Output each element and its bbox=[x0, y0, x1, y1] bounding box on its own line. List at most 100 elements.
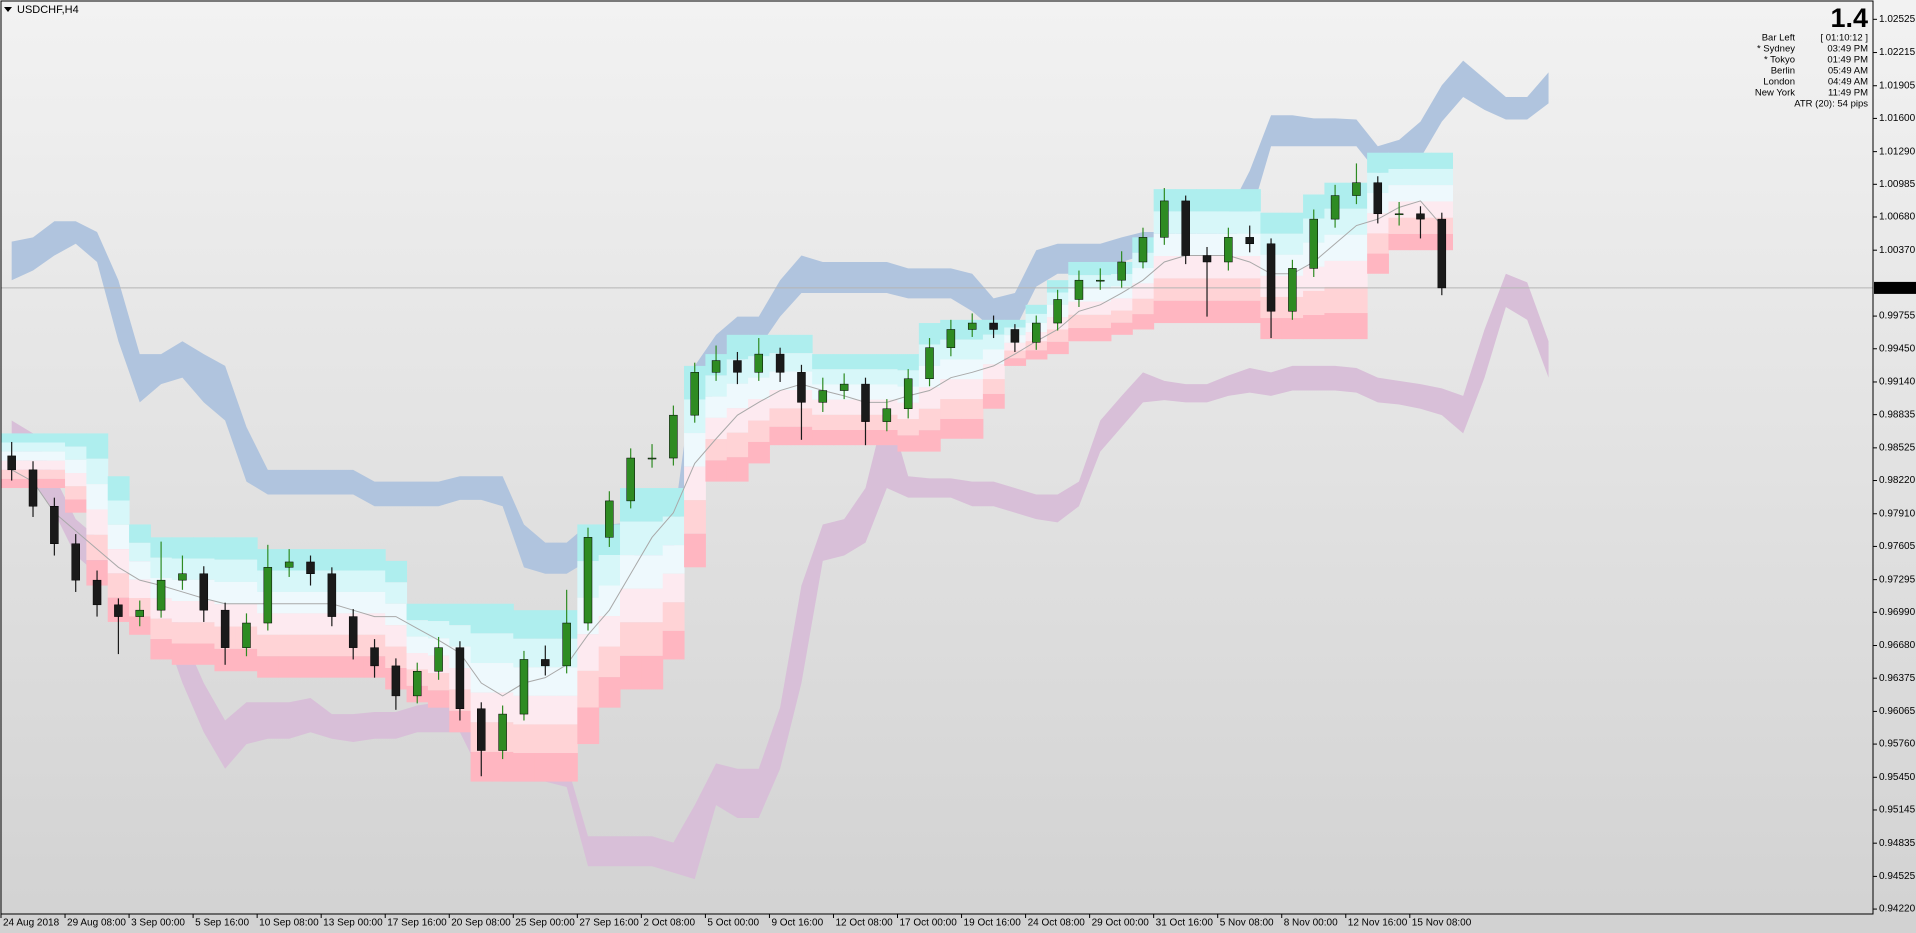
channel-zone bbox=[769, 426, 792, 446]
candle-body bbox=[178, 573, 187, 581]
y-tick-label: 0.97605 bbox=[1879, 541, 1916, 552]
channel-zone bbox=[961, 359, 984, 380]
candle-body bbox=[1074, 279, 1084, 300]
candle-body bbox=[327, 573, 337, 617]
channel-zone bbox=[577, 670, 600, 708]
channel-zone bbox=[363, 570, 386, 592]
channel-zone bbox=[278, 570, 301, 592]
info-time: 05:49 AM bbox=[1828, 66, 1868, 77]
candle-body bbox=[1373, 182, 1383, 215]
channel-zone bbox=[363, 591, 386, 614]
channel-zone bbox=[1132, 298, 1155, 315]
x-tick-label: 9 Oct 16:00 bbox=[771, 918, 823, 929]
channel-zone bbox=[833, 354, 856, 370]
channel-zone bbox=[22, 442, 45, 452]
channel-zone bbox=[278, 613, 301, 635]
channel-zone bbox=[577, 634, 600, 671]
channel-zone bbox=[1110, 298, 1133, 311]
channel-zone bbox=[1345, 260, 1368, 287]
channel-zone bbox=[918, 408, 941, 431]
channel-zone bbox=[1217, 300, 1240, 324]
channel-zone bbox=[961, 399, 984, 419]
x-tick-label: 15 Nov 08:00 bbox=[1412, 918, 1472, 929]
channel-zone bbox=[705, 375, 728, 397]
channel-zone bbox=[1132, 268, 1155, 284]
y-tick-label: 0.95145 bbox=[1879, 805, 1916, 816]
channel-zone bbox=[1025, 304, 1048, 314]
channel-zone bbox=[171, 622, 194, 644]
channel-zone bbox=[65, 486, 87, 500]
channel-zone bbox=[641, 488, 664, 522]
channel-zone bbox=[1260, 212, 1283, 234]
channel-zone bbox=[278, 634, 301, 657]
channel-zone bbox=[1324, 260, 1347, 287]
channel-zone bbox=[1324, 313, 1347, 340]
channel-zone bbox=[1110, 322, 1133, 335]
candle-body bbox=[1352, 182, 1361, 196]
candle-body bbox=[92, 579, 102, 606]
candle-body bbox=[114, 604, 123, 617]
channel-zone bbox=[257, 634, 279, 657]
channel-zone bbox=[65, 473, 87, 487]
channel-zone bbox=[1068, 328, 1091, 342]
channel-zone bbox=[684, 433, 706, 467]
channel-zone bbox=[769, 390, 792, 409]
candle-body bbox=[1096, 279, 1105, 282]
channel-zone bbox=[1431, 201, 1453, 218]
channel-zone bbox=[427, 603, 450, 622]
channel-zone bbox=[1409, 185, 1432, 202]
channel-zone bbox=[65, 459, 87, 474]
channel-zone bbox=[940, 399, 963, 419]
y-tick-label: 0.94220 bbox=[1879, 904, 1916, 915]
channel-zone bbox=[982, 349, 1005, 365]
channel-zone bbox=[1153, 233, 1176, 257]
channel-zone bbox=[150, 639, 173, 660]
channel-zone bbox=[235, 537, 258, 560]
channel-zone bbox=[598, 646, 621, 678]
candle-body bbox=[669, 414, 678, 459]
channel-zone bbox=[1068, 314, 1091, 329]
channel-zone bbox=[897, 435, 920, 452]
x-tick-label: 20 Sep 08:00 bbox=[451, 918, 511, 929]
candle-body bbox=[1160, 200, 1169, 238]
channel-zone bbox=[1409, 233, 1432, 251]
channel-zone bbox=[726, 383, 749, 409]
channel-zone bbox=[406, 653, 429, 670]
channel-zone bbox=[662, 545, 685, 574]
channel-zone bbox=[790, 334, 813, 354]
channel-zone bbox=[22, 433, 45, 443]
channel-zone bbox=[1388, 233, 1411, 251]
y-tick-label: 1.01905 bbox=[1879, 80, 1916, 91]
y-tick-label: 0.99140 bbox=[1879, 377, 1916, 388]
y-tick-label: 0.97910 bbox=[1879, 508, 1916, 519]
channel-zone bbox=[299, 656, 322, 678]
channel-zone bbox=[299, 634, 322, 657]
channel-zone bbox=[235, 559, 258, 582]
channel-zone bbox=[1303, 290, 1325, 316]
menu-arrow[interactable] bbox=[4, 7, 12, 12]
candle-body bbox=[135, 609, 144, 617]
channel-zone bbox=[107, 549, 130, 574]
x-tick-label: 31 Oct 16:00 bbox=[1156, 918, 1214, 929]
x-tick-label: 2 Oct 08:00 bbox=[643, 918, 695, 929]
candle-body bbox=[861, 383, 870, 422]
y-tick-label: 1.01290 bbox=[1879, 146, 1916, 157]
candle-body bbox=[797, 372, 806, 403]
channel-zone bbox=[513, 610, 536, 639]
channel-zone bbox=[662, 602, 685, 631]
x-tick-label: 17 Oct 00:00 bbox=[900, 918, 958, 929]
channel-zone bbox=[107, 573, 130, 598]
info-label: Berlin bbox=[1771, 66, 1795, 77]
channel-zone bbox=[812, 354, 834, 370]
channel-zone bbox=[171, 579, 194, 602]
channel-zone bbox=[171, 537, 194, 559]
channel-zone bbox=[1089, 314, 1112, 329]
channel-zone bbox=[86, 509, 109, 535]
candle-body bbox=[1309, 218, 1318, 269]
channel-zone bbox=[1345, 234, 1368, 261]
channel-zone bbox=[363, 613, 386, 635]
channel-zone bbox=[684, 500, 706, 534]
channel-zone bbox=[1388, 185, 1411, 202]
channel-zone bbox=[897, 419, 920, 436]
